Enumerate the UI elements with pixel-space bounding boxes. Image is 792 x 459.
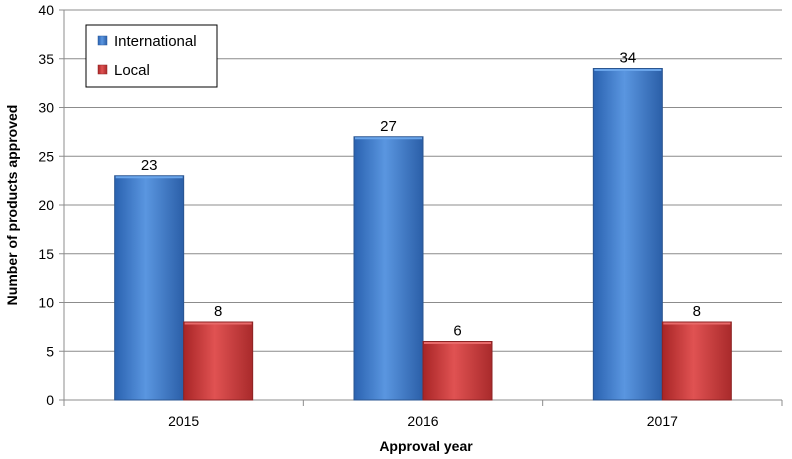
bar-international-2017 [592, 68, 663, 401]
x-axis-title: Approval year [379, 438, 473, 454]
data-label-international-2015: 23 [141, 157, 158, 174]
x-tick-label-2017: 2017 [647, 413, 678, 429]
legend-label-local: Local [114, 62, 150, 79]
y-tick-label-0: 0 [46, 392, 54, 408]
data-label-international-2017: 34 [619, 50, 636, 67]
data-label-local-2017: 8 [693, 303, 701, 320]
data-label-local-2016: 6 [453, 323, 461, 340]
y-tick-label-10: 10 [38, 295, 54, 311]
legend-swatch-international [97, 35, 108, 46]
bars [114, 68, 732, 401]
bar-local-2017 [661, 321, 732, 401]
x-tick-label-2015: 2015 [168, 413, 199, 429]
legend-swatch-local [97, 64, 108, 75]
y-tick-label-40: 40 [38, 2, 54, 18]
data-label-local-2015: 8 [214, 303, 222, 320]
y-tick-label-15: 15 [38, 246, 54, 262]
bar-local-2015 [183, 321, 254, 401]
y-tick-label-5: 5 [46, 343, 54, 359]
legend: International Local [85, 24, 218, 88]
bar-local-2016 [422, 341, 493, 401]
x-tick-labels: 2015 2016 2017 [168, 413, 678, 429]
y-tick-label-25: 25 [38, 148, 54, 164]
y-tick-label-30: 30 [38, 100, 54, 116]
x-tick-label-2016: 2016 [407, 413, 438, 429]
y-tick-labels: 0 5 10 15 20 25 30 35 40 [38, 2, 54, 408]
legend-label-international: International [114, 33, 197, 50]
bar-international-2016 [353, 136, 424, 401]
legend-box [85, 24, 218, 88]
data-labels: 23 8 27 6 34 8 [141, 50, 701, 340]
y-tick-label-20: 20 [38, 197, 54, 213]
data-label-international-2016: 27 [380, 118, 397, 135]
bar-international-2015 [114, 175, 185, 401]
y-axis-title: Number of products approved [4, 105, 20, 306]
y-tick-label-35: 35 [38, 51, 54, 67]
